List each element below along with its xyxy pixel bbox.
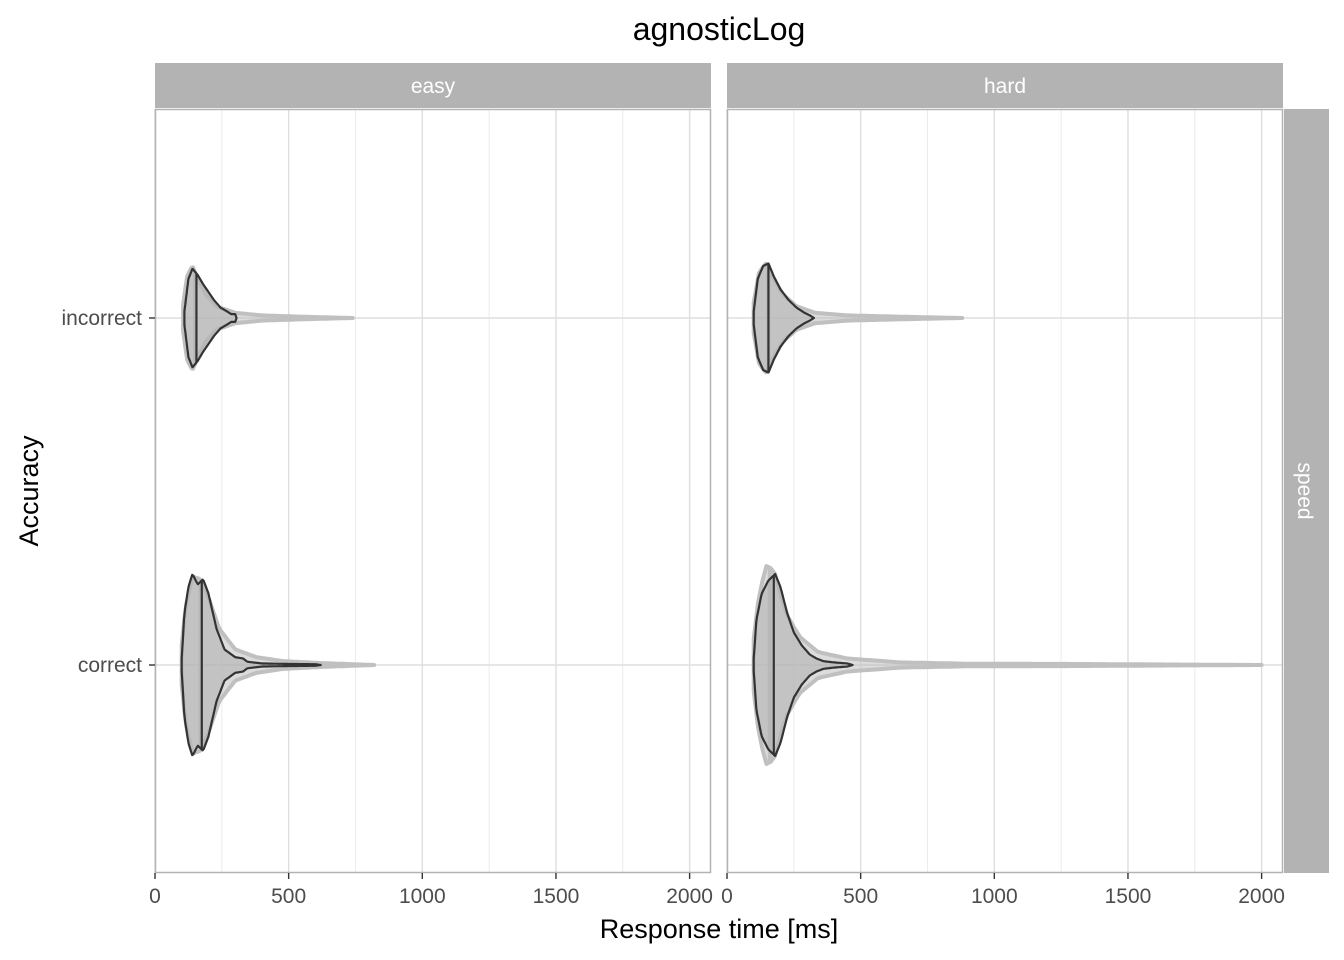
panel-background-hard [727,109,1283,873]
x-tick-label-easy-500: 500 [271,885,306,908]
x-tick-label-easy-1000: 1000 [399,885,446,908]
x-axis-hard: 0 500 1000 1500 2000 [721,873,1285,908]
y-tick-label-correct: correct [78,654,142,677]
strip-hard [727,63,1283,108]
x-tick-label-easy-1500: 1500 [533,885,580,908]
panel-border-easy [154,108,712,874]
strip-label-easy: easy [411,75,456,98]
violin-observed-hard-correct [752,573,854,757]
x-tick-label-easy-0: 0 [149,885,161,908]
violins-hard [751,261,1264,766]
chart-title: agnosticLog [633,11,806,47]
strip-label-speed: speed [1293,462,1316,519]
x-tick-label-hard-1000: 1000 [971,885,1018,908]
x-axis-title: Response time [ms] [600,914,839,944]
violin-predicted-hard-correct [751,564,1264,766]
x-tick-label-easy-2000: 2000 [666,885,713,908]
violin-predicted-easy-incorrect [181,265,355,371]
panel-hard: hard 0 500 1000 1500 2000 [721,63,1285,908]
panel-border-hard [726,108,1284,874]
strip-label-hard: hard [984,75,1026,98]
grid-easy [154,109,711,873]
y-axis: incorrect correct [61,307,155,677]
panel-background-easy [155,109,711,873]
y-tick-label-incorrect: incorrect [61,307,142,330]
strip-speed-group: speed [1284,109,1329,873]
violin-predicted-hard-incorrect [751,261,965,375]
violins-easy [179,265,377,757]
x-axis-easy: 0 500 1000 1500 2000 [149,873,713,908]
panel-easy: easy 0 500 1000 1500 2000 [149,63,713,908]
x-tick-label-hard-1500: 1500 [1105,885,1152,908]
x-tick-label-hard-500: 500 [843,885,878,908]
strip-speed [1284,109,1329,873]
x-tick-label-hard-2000: 2000 [1238,885,1285,908]
strip-easy [155,63,711,108]
violin-observed-easy-correct [180,573,322,757]
y-axis-title: Accuracy [14,435,44,547]
x-tick-label-hard-0: 0 [721,885,733,908]
